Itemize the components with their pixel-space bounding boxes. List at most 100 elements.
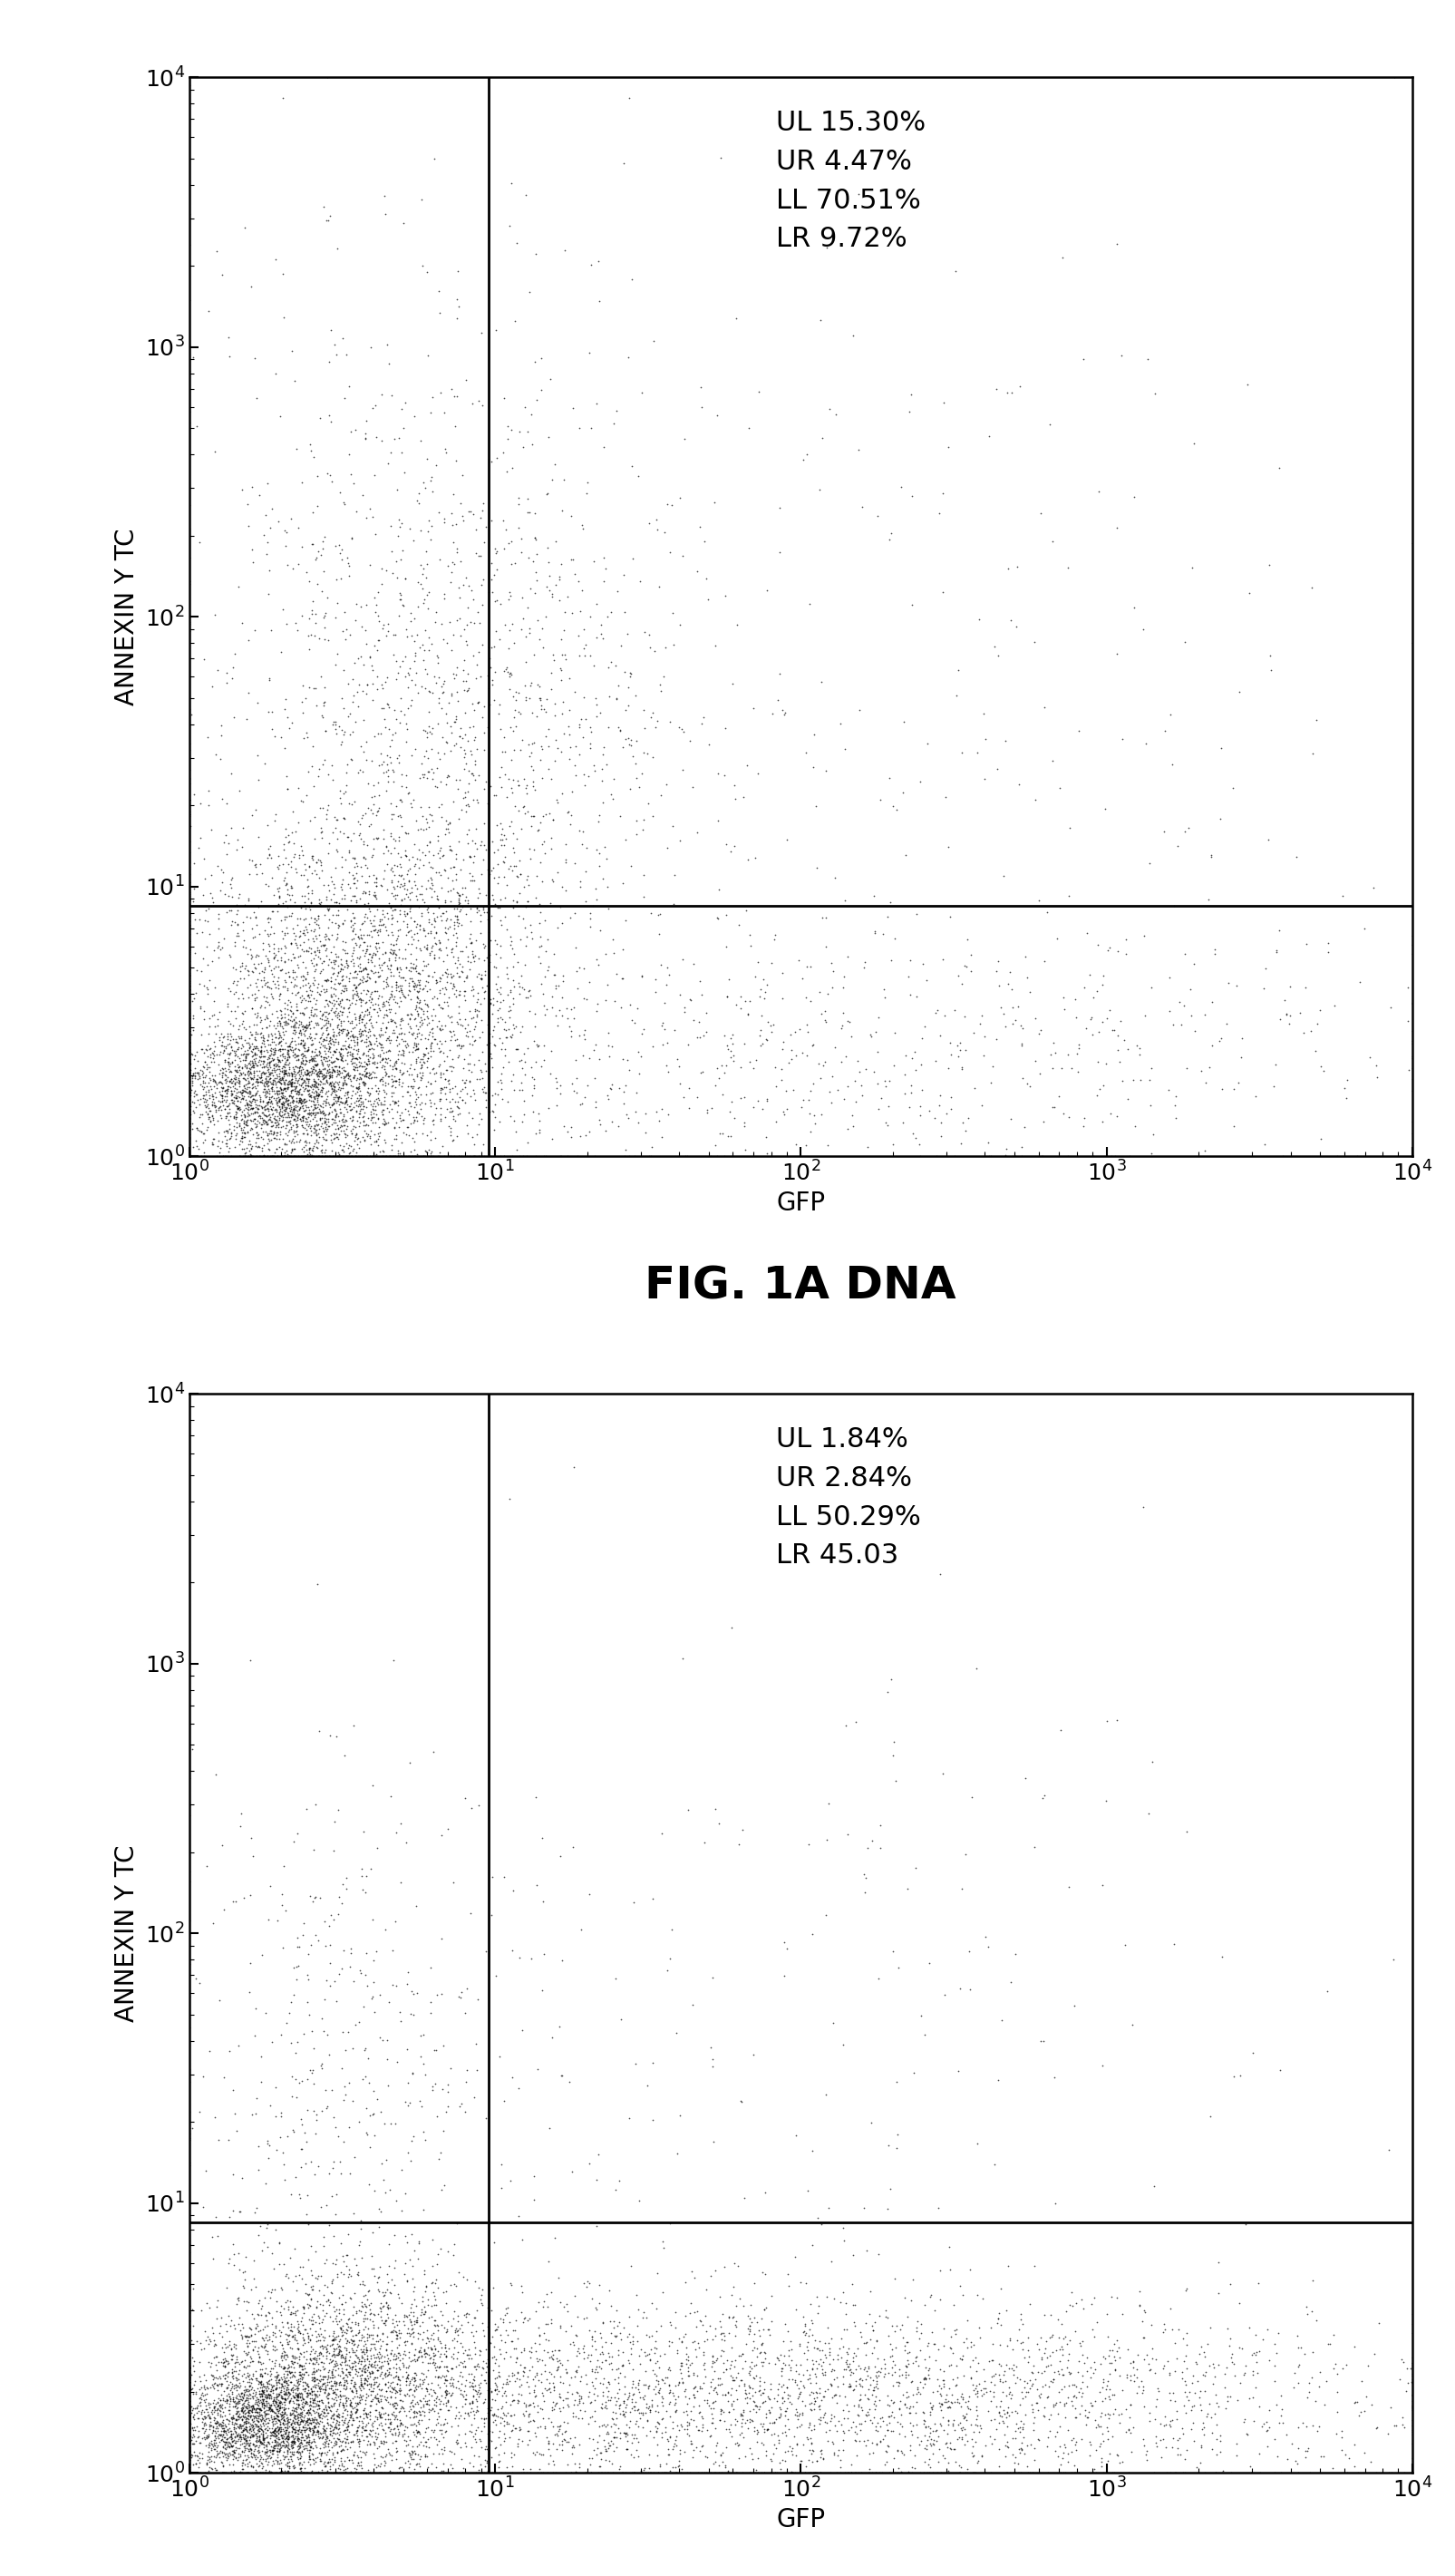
- Point: [374, 1136, 397, 1177]
- Point: [343, 1115, 367, 1157]
- Point: [374, 2300, 397, 2342]
- Point: [260, 1092, 284, 1133]
- Point: [810, 2342, 834, 2383]
- Point: [410, 1038, 434, 1079]
- Point: [707, 2452, 730, 2494]
- Point: [453, 2347, 476, 2388]
- Point: [438, 1046, 461, 1087]
- Point: [690, 703, 713, 744]
- Point: [290, 2146, 313, 2187]
- Point: [410, 1136, 434, 1177]
- Point: [352, 824, 375, 866]
- Point: [599, 2349, 623, 2391]
- Point: [368, 2336, 391, 2378]
- Point: [185, 1087, 208, 1128]
- Point: [413, 999, 436, 1041]
- Point: [669, 2342, 693, 2383]
- Point: [819, 2365, 842, 2406]
- Point: [909, 1043, 933, 1084]
- Point: [212, 2347, 236, 2388]
- Point: [329, 2308, 352, 2349]
- Point: [613, 2411, 636, 2452]
- Point: [517, 971, 540, 1012]
- Point: [230, 1077, 253, 1118]
- Point: [645, 2360, 668, 2401]
- Point: [474, 963, 498, 1005]
- Point: [252, 1136, 275, 1177]
- Point: [178, 2393, 201, 2434]
- Point: [492, 2303, 515, 2344]
- Point: [861, 876, 885, 917]
- Point: [924, 2409, 947, 2450]
- Point: [272, 1061, 295, 1103]
- Point: [242, 2424, 265, 2465]
- Point: [287, 1059, 310, 1100]
- Point: [224, 2342, 247, 2383]
- Point: [295, 2275, 319, 2316]
- Point: [679, 2342, 703, 2383]
- Point: [249, 2362, 272, 2403]
- Point: [301, 2437, 324, 2478]
- Point: [393, 976, 416, 1018]
- Point: [377, 1015, 400, 1056]
- Point: [599, 2398, 623, 2439]
- Point: [704, 1123, 728, 1164]
- Point: [986, 2429, 1010, 2470]
- Point: [559, 804, 582, 845]
- Point: [624, 799, 647, 840]
- Point: [470, 1012, 493, 1054]
- Point: [204, 2419, 227, 2460]
- Point: [479, 1033, 502, 1074]
- Point: [436, 909, 460, 951]
- Point: [777, 2409, 800, 2450]
- Point: [386, 2406, 409, 2447]
- Point: [327, 1123, 351, 1164]
- Point: [301, 961, 324, 1002]
- Point: [263, 2354, 287, 2396]
- Point: [275, 1041, 298, 1082]
- Point: [710, 2362, 733, 2403]
- Point: [1224, 2421, 1247, 2463]
- Point: [306, 1103, 329, 1144]
- Point: [336, 1036, 359, 1077]
- Point: [178, 2414, 201, 2455]
- Point: [1036, 2375, 1059, 2416]
- Point: [358, 2313, 381, 2354]
- Point: [1032, 2349, 1055, 2391]
- Point: [754, 2339, 777, 2380]
- Point: [339, 1927, 362, 1968]
- Point: [262, 2403, 285, 2445]
- Point: [226, 2416, 249, 2458]
- Point: [275, 1077, 298, 1118]
- Point: [327, 1046, 351, 1087]
- Point: [506, 2419, 530, 2460]
- Point: [390, 997, 413, 1038]
- Point: [243, 2429, 266, 2470]
- Point: [180, 1056, 204, 1097]
- Point: [271, 2393, 294, 2434]
- Point: [284, 1046, 307, 1087]
- Point: [560, 592, 583, 634]
- Point: [904, 2339, 927, 2380]
- Point: [428, 927, 451, 969]
- Point: [956, 2388, 979, 2429]
- Point: [396, 814, 419, 855]
- Point: [1164, 2452, 1187, 2494]
- Point: [591, 2375, 614, 2416]
- Point: [409, 1015, 432, 1056]
- Point: [217, 1131, 240, 1172]
- Point: [591, 2362, 614, 2403]
- Point: [287, 1005, 310, 1046]
- Point: [326, 2396, 349, 2437]
- Point: [861, 2311, 885, 2352]
- Point: [1081, 2352, 1104, 2393]
- Point: [196, 974, 220, 1015]
- Point: [228, 2416, 252, 2458]
- Point: [262, 912, 285, 953]
- Point: [420, 2272, 444, 2313]
- Point: [658, 1937, 681, 1978]
- Point: [285, 2398, 308, 2439]
- Point: [340, 2378, 364, 2419]
- Point: [266, 2398, 290, 2439]
- Point: [388, 884, 412, 925]
